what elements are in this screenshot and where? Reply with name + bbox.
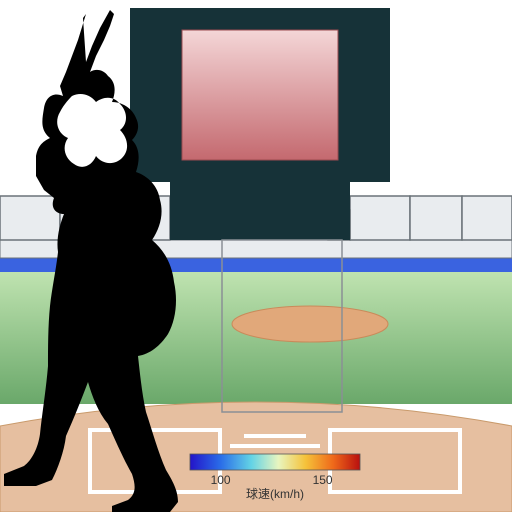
pitch-location-diagram: 100 150 球速(km/h): [0, 0, 512, 512]
scoreboard-screen: [182, 30, 338, 160]
diagram-svg: 100 150 球速(km/h): [0, 0, 512, 512]
scoreboard-post: [170, 182, 350, 240]
legend-colorbar: [190, 454, 360, 470]
stand-block: [350, 196, 410, 240]
legend-title: 球速(km/h): [246, 487, 304, 501]
stand-block: [462, 196, 512, 240]
legend-tick-label: 100: [211, 473, 231, 487]
legend-tick-label: 150: [313, 473, 333, 487]
pitchers-mound: [232, 306, 388, 342]
stands-right: [328, 196, 512, 240]
stand-block: [0, 196, 60, 240]
stand-block: [410, 196, 462, 240]
